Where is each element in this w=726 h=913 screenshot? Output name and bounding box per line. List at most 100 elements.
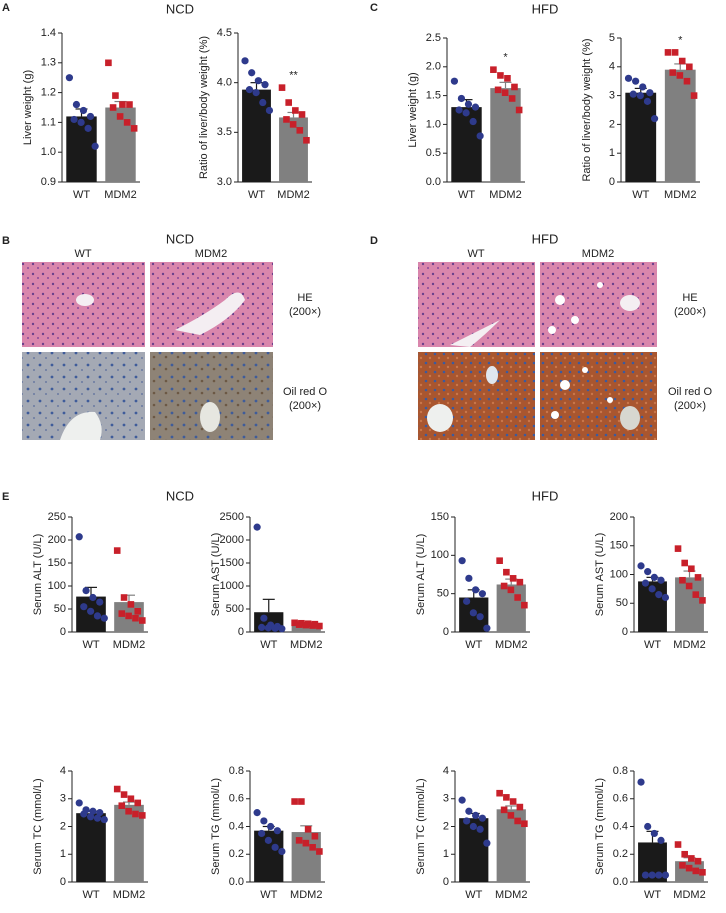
x-tick-label: MDM2 <box>673 889 705 901</box>
data-point <box>80 603 88 611</box>
data-point <box>657 836 665 844</box>
y-tick-label: 0.4 <box>613 820 628 832</box>
data-point <box>296 127 304 134</box>
column-label: MDM2 <box>582 248 614 260</box>
y-tick-label: 500 <box>226 603 244 615</box>
data-point <box>469 609 477 617</box>
y-axis-label: Ratio of liver/body weight (%) <box>581 38 593 181</box>
data-point <box>100 815 108 824</box>
y-tick-label: 5 <box>609 32 615 44</box>
y-tick-label: 3.0 <box>217 176 232 188</box>
x-tick-label: MDM2 <box>673 639 705 651</box>
panel-title: HFD <box>532 231 559 246</box>
data-point <box>476 613 484 621</box>
row-label: Oil red O <box>668 386 712 398</box>
y-tick-label: 0.5 <box>426 147 441 159</box>
data-point <box>139 617 146 624</box>
x-tick-label: MDM2 <box>277 189 309 201</box>
y-axis-label: Serum TG (mmol/L) <box>210 778 222 875</box>
data-point <box>650 829 658 838</box>
data-point <box>636 92 644 100</box>
y-tick-label: 3 <box>609 90 615 102</box>
data-point <box>637 562 645 570</box>
data-point <box>694 574 702 581</box>
data-point <box>683 77 691 85</box>
data-point <box>483 839 491 847</box>
y-tick-label: 2 <box>60 820 66 832</box>
y-tick-label: 1.5 <box>426 90 441 102</box>
data-point <box>699 597 706 604</box>
y-axis-label: Serum AST (U/L) <box>594 533 606 617</box>
y-tick-label: 0.4 <box>229 820 244 832</box>
data-point <box>671 49 679 56</box>
data-point <box>264 836 272 844</box>
x-tick-label: WT <box>465 889 482 901</box>
data-point <box>245 86 254 94</box>
data-point <box>89 807 97 815</box>
data-point <box>258 623 266 632</box>
x-tick-label: WT <box>82 639 99 651</box>
data-point <box>93 612 102 620</box>
significance: ** <box>289 70 298 82</box>
column-label: WT <box>467 248 484 260</box>
data-point <box>130 125 138 132</box>
data-point <box>681 559 688 567</box>
data-point <box>694 857 702 865</box>
data-point <box>123 119 131 126</box>
data-point <box>632 77 640 85</box>
y-tick-label: 50 <box>54 603 66 615</box>
data-point <box>109 104 117 111</box>
column-label: MDM2 <box>195 248 227 260</box>
data-point <box>650 573 658 581</box>
y-tick-label: 0.0 <box>613 876 628 888</box>
data-point <box>639 83 647 91</box>
data-point <box>77 118 85 126</box>
data-point <box>248 69 256 77</box>
data-point <box>509 798 517 805</box>
data-point <box>118 802 126 809</box>
data-point <box>471 103 480 111</box>
panel-title: NCD <box>166 1 194 16</box>
data-point <box>644 568 652 576</box>
row-label: HE <box>682 292 697 304</box>
data-point <box>629 90 637 98</box>
data-point <box>304 825 312 833</box>
data-point <box>497 72 504 79</box>
y-tick-label: 4.5 <box>217 27 232 39</box>
data-point <box>120 791 128 798</box>
data-point <box>105 59 112 67</box>
data-point <box>494 86 502 94</box>
data-point <box>688 565 695 573</box>
row-label: (200×) <box>289 306 321 318</box>
significance: * <box>503 52 508 64</box>
y-tick-label: 0 <box>443 626 449 638</box>
data-point <box>311 832 319 840</box>
bar <box>242 89 271 182</box>
data-point <box>82 587 90 595</box>
lipid-droplet <box>555 295 565 305</box>
data-point <box>316 622 323 630</box>
data-point <box>96 809 104 817</box>
micrograph-set <box>22 262 273 440</box>
data-point <box>265 106 274 115</box>
y-tick-label: 2.0 <box>426 61 441 73</box>
data-point <box>134 608 142 615</box>
x-tick-label: MDM2 <box>489 189 521 201</box>
data-point <box>521 820 528 828</box>
data-point <box>476 825 484 833</box>
y-tick-label: 2500 <box>220 511 244 523</box>
data-point <box>496 789 503 797</box>
data-point <box>500 582 508 590</box>
data-point <box>646 89 654 97</box>
x-tick-label: MDM2 <box>495 889 527 901</box>
data-point <box>511 83 518 91</box>
data-point <box>469 117 477 126</box>
data-point <box>271 624 279 632</box>
data-point <box>278 625 286 633</box>
data-point <box>688 855 695 862</box>
y-tick-label: 1 <box>609 147 615 159</box>
y-axis-label: Ratio of liver/body weight (%) <box>198 36 210 179</box>
y-tick-label: 3 <box>443 793 449 805</box>
y-tick-label: 1.3 <box>41 57 56 69</box>
row-label: (200×) <box>674 400 706 412</box>
